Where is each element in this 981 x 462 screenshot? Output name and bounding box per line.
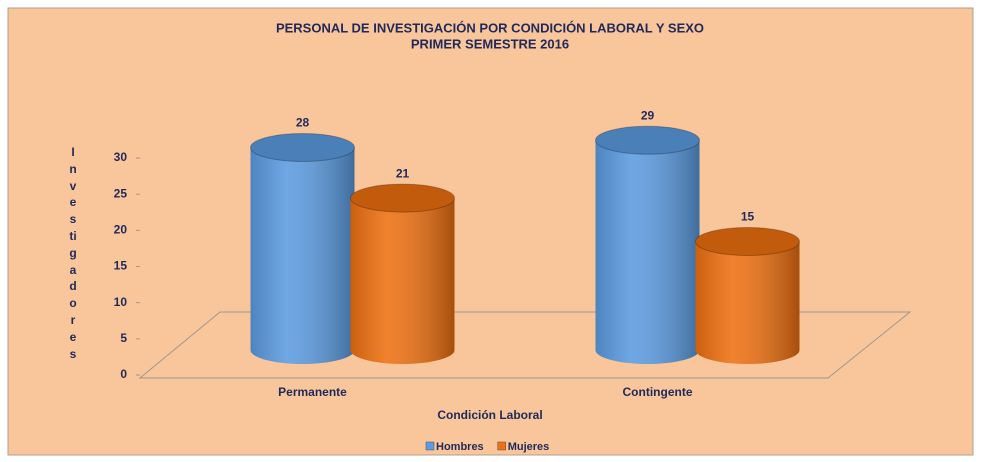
cylinder-top-shade [695, 227, 800, 256]
y-tick-label: 25 [114, 186, 128, 200]
y-tick-label: 10 [114, 295, 128, 309]
cylinder-shade [695, 241, 800, 365]
value-label: 29 [641, 108, 655, 122]
legend-swatch [425, 441, 435, 451]
x-tick-label: Permanente [278, 385, 347, 399]
legend-label: Hombres [436, 441, 484, 453]
cylinder-top-shade [350, 184, 455, 213]
cylinder-top [350, 183, 455, 213]
legend-label: Mujeres [508, 441, 550, 453]
x-axis-label: Condición Laboral [437, 408, 542, 422]
legend-swatch [497, 441, 506, 451]
cylinder-shade [250, 147, 355, 365]
value-label: 28 [296, 116, 310, 130]
chart-title: PERSONAL DE INVESTIGACIÓN POR CONDICIÓN … [276, 20, 704, 35]
cylinder-top [595, 125, 700, 155]
x-tick-label: Contingente [623, 385, 693, 399]
cylinder-top-shade [595, 126, 700, 155]
y-tick-label: 20 [114, 223, 128, 237]
cylinder-shade [350, 198, 455, 365]
chart-background [7, 7, 974, 456]
y-tick-label: 30 [114, 150, 128, 164]
value-label: 15 [741, 210, 755, 224]
y-tick-label: 15 [114, 259, 128, 273]
y-axis-label: Investigadores [69, 145, 77, 361]
cylinder-shade [595, 140, 700, 365]
value-label: 21 [396, 166, 410, 180]
floor [138, 311, 912, 379]
cylinder-top-shade [250, 133, 355, 162]
marks: 28 21 29 15 [250, 108, 800, 365]
y-tick-label: 5 [120, 331, 127, 345]
cylinder-top [695, 227, 800, 256]
cylinder-top [250, 132, 355, 162]
y-tick-label: 0 [120, 367, 127, 381]
chart-subtitle: PRIMER SEMESTRE 2016 [411, 36, 569, 51]
